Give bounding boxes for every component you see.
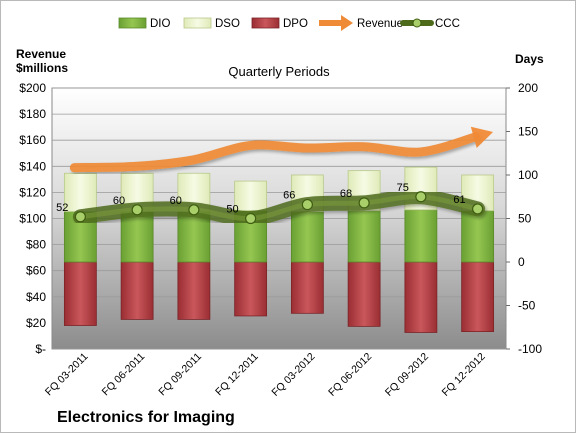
dpo-bar — [120, 261, 154, 320]
ccc-point — [245, 212, 257, 225]
ccc-point — [131, 204, 143, 216]
dpo-bar — [461, 261, 495, 332]
dio-bar — [177, 211, 211, 263]
right-tick-label: 100 — [518, 168, 538, 182]
x-tick-label: FQ 03-2012 — [269, 351, 317, 399]
dpo-bar — [234, 261, 268, 317]
dpo-bar — [290, 261, 324, 314]
revenue-arrowhead — [470, 126, 494, 148]
dio-bar — [290, 211, 324, 263]
x-tick-label: FQ 09-2011 — [156, 351, 204, 399]
ccc-data-label: 52 — [56, 202, 68, 214]
legend: DIO DSO DPO Revenue CCC — [118, 15, 460, 31]
lines-layer — [69, 126, 494, 227]
legend-swatch-arrowhead — [341, 15, 353, 31]
x-tick-label: FQ 06-2011 — [100, 351, 148, 399]
dpo-bar — [63, 261, 97, 326]
ccc-data-label: 66 — [283, 190, 295, 202]
right-axis-label: Days — [515, 52, 544, 66]
left-tick-label: $200 — [19, 81, 46, 95]
x-tick-label: FQ 06-2012 — [326, 351, 374, 399]
dpo-bar — [177, 261, 211, 320]
right-tick-label: 150 — [518, 125, 538, 139]
x-tick-label: FQ 12-2012 — [440, 351, 488, 399]
right-tick-label: -50 — [518, 299, 536, 313]
left-tick-label: $120 — [19, 185, 46, 199]
dio-bar — [404, 209, 438, 263]
ccc-data-label: 61 — [453, 194, 465, 206]
chart-title: Quarterly Periods — [228, 64, 330, 79]
left-tick-label: $60 — [26, 264, 46, 278]
legend-item-dso: DSO — [183, 17, 240, 30]
ccc-point — [358, 197, 370, 209]
right-tick-label: -100 — [518, 342, 542, 356]
ccc-data-label: 75 — [397, 182, 409, 194]
legend-swatch — [251, 17, 280, 29]
left-tick-label: $140 — [19, 159, 46, 173]
legend-label: DPO — [283, 18, 308, 30]
x-tick-label: FQ 12-2011 — [213, 351, 261, 399]
left-tick-label: $180 — [19, 107, 46, 121]
right-tick-label: 200 — [518, 81, 538, 95]
legend-swatch — [118, 17, 147, 29]
ccc-data-label: 50 — [226, 204, 238, 216]
ccc-point — [301, 198, 313, 211]
legend-label: CCC — [435, 18, 460, 30]
ccc-point — [415, 191, 427, 203]
ccc-point — [74, 211, 86, 223]
legend-label: DSO — [215, 18, 240, 30]
legend-item-dpo: DPO — [251, 17, 308, 30]
left-tick-label: $160 — [19, 133, 46, 147]
left-tick-label: $40 — [26, 290, 46, 304]
dpo-bar — [404, 261, 438, 333]
legend-item-revenue: Revenue — [319, 15, 403, 31]
left-tick-label: $20 — [26, 316, 46, 330]
dso-bar — [234, 180, 268, 212]
x-tick-label: FQ 09-2012 — [383, 351, 431, 399]
legend-item-ccc: CCC — [400, 18, 460, 30]
ccc-labels-layer: 52 60 60 50 66 68 75 61 — [56, 182, 466, 216]
right-tick-label: 0 — [518, 255, 525, 269]
legend-label: Revenue — [357, 18, 403, 30]
dio-bar — [347, 210, 381, 263]
ccc-point — [472, 203, 484, 215]
ccc-data-label: 60 — [113, 195, 125, 207]
legend-item-dio: DIO — [118, 17, 171, 30]
revenue-line — [69, 132, 481, 173]
left-axis-label-line-1: Revenue — [16, 47, 66, 61]
left-tick-label: $80 — [26, 238, 46, 252]
ccc-data-label: 68 — [340, 188, 352, 200]
ccc-data-label: 60 — [170, 195, 182, 207]
dpo-bar — [347, 261, 381, 327]
company-name: Electronics for Imaging — [57, 409, 235, 426]
legend-swatch — [183, 17, 212, 29]
dio-bar — [120, 211, 154, 263]
left-tick-label: $- — [35, 342, 46, 356]
left-tick-label: $100 — [19, 212, 46, 226]
dio-bar — [461, 210, 495, 263]
legend-label: DIO — [150, 18, 171, 30]
legend-swatch-point — [412, 18, 422, 28]
right-tick-label: 50 — [518, 212, 532, 226]
dso-bar — [63, 172, 97, 212]
ccc-point — [188, 204, 200, 216]
x-tick-label: FQ 03-2011 — [43, 351, 91, 399]
left-axis-label-line-2: $millions — [16, 61, 68, 75]
